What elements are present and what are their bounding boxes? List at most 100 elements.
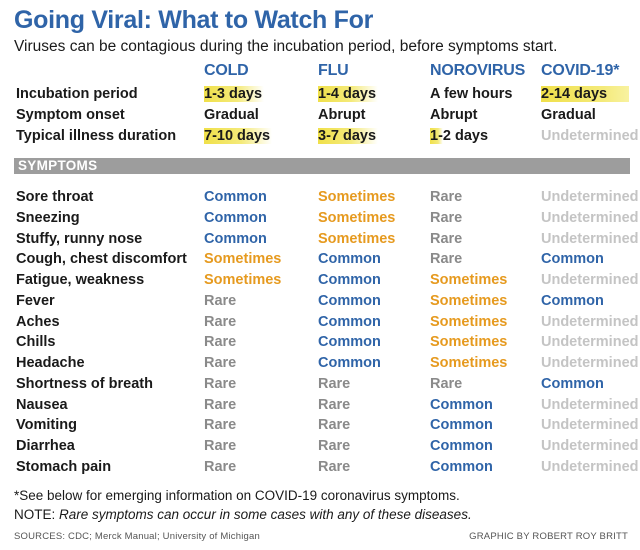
cell-norovirus: Sometimes (430, 272, 508, 288)
row-label: Headache (16, 355, 85, 371)
cell-covid19: Common (541, 251, 604, 268)
cell-cold: 7-10 days (204, 128, 273, 144)
cell-covid19: Common (541, 292, 604, 309)
cell-covid19: Undetermined (541, 334, 639, 351)
credit-text: GRAPHIC BY ROBERT ROY BRITT (469, 531, 628, 542)
page-title: Going Viral: What to Watch For (14, 6, 374, 34)
cell-cold: Rare (204, 417, 237, 434)
cell-flu: Sometimes (318, 189, 396, 205)
cell-cold: Rare (204, 355, 237, 371)
cell-covid19: Undetermined (541, 272, 639, 288)
cell-norovirus: Common (430, 458, 493, 475)
cell-flu: Common (318, 272, 381, 288)
cell-cold: Rare (204, 438, 237, 454)
cell-flu: Rare (318, 438, 351, 454)
cell-covid19: Undetermined (541, 313, 639, 330)
cell-covid19: 2-14 days (541, 86, 630, 102)
table-row: Stomach pain Rare Rare Common Undetermined (0, 457, 640, 478)
note-text: Rare symptoms can occur in some cases wi… (59, 507, 472, 522)
row-label: Incubation period (16, 86, 138, 102)
section-label: SYMPTOMS (18, 158, 98, 173)
row-label: Stomach pain (16, 458, 112, 475)
table-row: Fatigue, weakness Sometimes Common Sometime… (0, 270, 640, 291)
cell-flu: Common (318, 313, 381, 330)
footnote-note: NOTE: Rare symptoms can occur in some ca… (14, 507, 472, 522)
cell-flu: Rare (318, 417, 351, 434)
table-row-onset: Symptom onset Gradual Abrupt Abrupt Grad… (0, 105, 640, 126)
cell-norovirus: Rare (430, 375, 463, 392)
cell-flu: Common (318, 292, 381, 309)
cell-cold: Sometimes (204, 251, 282, 268)
table-row: Aches Rare Common Sometimes Undetermined (0, 312, 640, 333)
cell-covid19: Common (541, 375, 604, 392)
cell-norovirus: Rare (430, 189, 463, 205)
column-header-covid19: COVID-19* (541, 62, 620, 79)
row-label: Fever (16, 292, 55, 309)
cell-cold: 1-3 days (204, 86, 265, 102)
row-label: Stuffy, runny nose (16, 230, 143, 247)
cell-flu: Common (318, 334, 381, 351)
row-label: Cough, chest discomfort (16, 251, 187, 268)
cell-covid19: Gradual (541, 107, 596, 123)
row-label: Typical illness duration (16, 128, 177, 144)
sources-text: SOURCES: CDC; Merck Manual; University o… (14, 531, 260, 542)
row-label: Diarrhea (16, 438, 75, 454)
cell-cold: Common (204, 209, 267, 226)
table-row: Diarrhea Rare Rare Common Undetermined (0, 436, 640, 457)
cell-norovirus: Common (430, 417, 493, 434)
cell-norovirus: Sometimes (430, 355, 508, 371)
row-label: Sneezing (16, 209, 80, 226)
table-row-duration: Typical illness duration 7-10 days 3-7 d… (0, 126, 640, 147)
cell-cold: Rare (204, 458, 237, 475)
cell-covid19: Undetermined (541, 438, 639, 454)
cell-cold: Gradual (204, 107, 259, 123)
table-row: Stuffy, runny nose Common Sometimes Rare Und… (0, 229, 640, 250)
cell-cold: Rare (204, 375, 237, 392)
cell-flu: 3-7 days (318, 128, 379, 144)
footnote-covid: *See below for emerging information on C… (14, 488, 460, 503)
cell-flu: Common (318, 251, 381, 268)
cell-cold: Rare (204, 334, 237, 351)
column-header-norovirus: NOROVIRUS (430, 62, 526, 79)
cell-cold: Common (204, 230, 267, 247)
column-header-cold: COLD (204, 62, 249, 79)
cell-covid19: Undetermined (541, 355, 639, 371)
table-row: Sneezing Common Sometimes Rare Undetermined (0, 208, 640, 229)
table-row: Chills Rare Common Sometimes Undetermined (0, 332, 640, 353)
cell-norovirus: Sometimes (430, 292, 508, 309)
cell-flu: Sometimes (318, 230, 396, 247)
table-row: Fever Rare Common Sometimes Common (0, 291, 640, 312)
page-subtitle: Viruses can be contagious during the inc… (14, 38, 558, 55)
cell-flu: 1-4 days (318, 86, 379, 102)
cell-cold: Rare (204, 396, 237, 413)
table-row: Headache Rare Common Sometimes Undetermined (0, 353, 640, 374)
table-row: Nausea Rare Rare Common Undetermined (0, 395, 640, 416)
cell-covid19: Undetermined (541, 417, 639, 434)
symptoms-section-bar: SYMPTOMS (14, 158, 630, 174)
cell-covid19: Undetermined (541, 209, 639, 226)
row-label: Aches (16, 313, 60, 330)
cell-covid19: Undetermined (541, 396, 639, 413)
cell-covid19: Undetermined (541, 128, 639, 144)
table-row: Shortness of breath Rare Rare Rare Common (0, 374, 640, 395)
table-row: Cough, chest discomfort Sometimes Common Ra… (0, 249, 640, 270)
cell-norovirus: Rare (430, 230, 463, 247)
cell-cold: Rare (204, 313, 237, 330)
row-label: Vomiting (16, 417, 77, 434)
cell-covid19: Undetermined (541, 189, 639, 205)
cell-norovirus: Common (430, 396, 493, 413)
table-row-incubation: Incubation period 1-3 days 1-4 days A fe… (0, 84, 640, 105)
row-label: Nausea (16, 396, 68, 413)
cell-norovirus: Abrupt (430, 107, 478, 123)
cell-flu: Rare (318, 458, 351, 475)
cell-norovirus: Sometimes (430, 334, 508, 351)
cell-cold: Sometimes (204, 272, 282, 288)
table-row: Sore throat Common Sometimes Rare Undetermin… (0, 187, 640, 208)
cell-cold: Common (204, 189, 267, 205)
cell-norovirus: Sometimes (430, 313, 508, 330)
table-row: Vomiting Rare Rare Common Undetermined (0, 415, 640, 436)
row-label: Symptom onset (16, 107, 125, 123)
cell-norovirus: A few hours (430, 86, 513, 102)
cell-covid19: Undetermined (541, 230, 639, 247)
cell-norovirus: Rare (430, 209, 463, 226)
